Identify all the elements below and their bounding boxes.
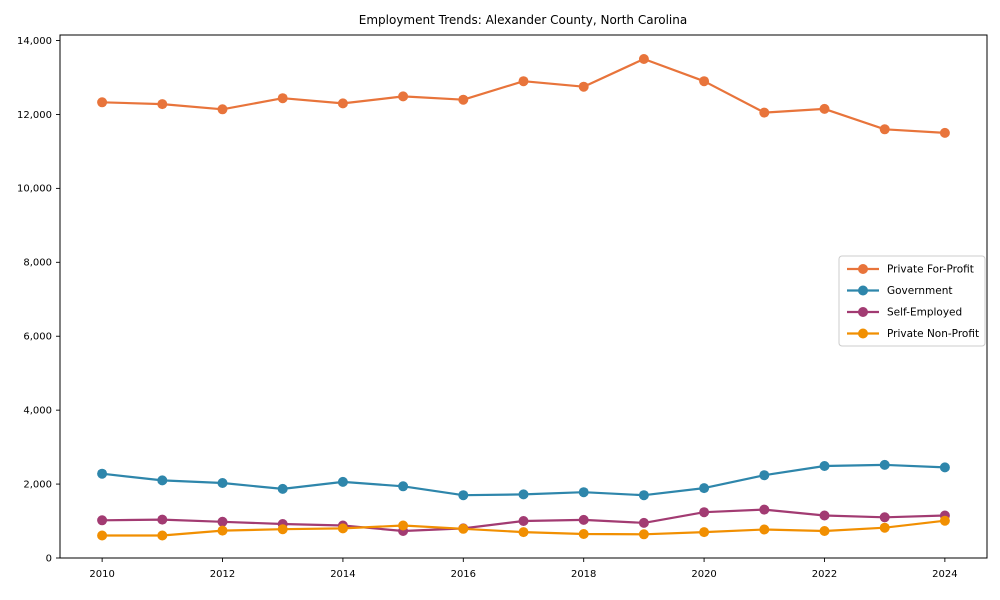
x-tick-label: 2014 — [330, 569, 355, 580]
data-point-private-non-profit-2017 — [518, 527, 529, 538]
data-point-government-2021 — [759, 470, 770, 481]
data-point-self-employed-2018 — [578, 514, 589, 525]
y-tick-label: 0 — [46, 553, 52, 564]
data-point-private-non-profit-2012 — [217, 525, 228, 536]
data-point-private-non-profit-2018 — [578, 529, 589, 539]
y-tick-label: 2,000 — [23, 479, 52, 490]
data-point-government-2012 — [217, 478, 228, 488]
x-tick-label: 2020 — [691, 569, 716, 580]
y-tick-label: 8,000 — [23, 258, 52, 269]
x-tick-label: 2016 — [451, 569, 476, 580]
data-point-private-non-profit-2019 — [638, 529, 649, 540]
legend-marker-self-employed — [858, 307, 868, 317]
data-point-private-non-profit-2020 — [699, 527, 710, 538]
data-point-self-employed-2020 — [699, 507, 710, 518]
data-point-government-2016 — [458, 490, 469, 501]
data-point-private-non-profit-2016 — [458, 523, 469, 534]
y-tick-label: 4,000 — [23, 405, 52, 416]
data-point-private-non-profit-2023 — [879, 522, 890, 533]
data-point-self-employed-2019 — [638, 517, 649, 528]
legend-label-self-employed: Self-Employed — [887, 307, 962, 319]
x-tick-label: 2010 — [89, 569, 114, 580]
data-point-private-for-profit-2014 — [337, 98, 348, 109]
chart-title: Employment Trends: Alexander County, Nor… — [359, 13, 687, 27]
data-point-private-non-profit-2021 — [759, 524, 770, 535]
legend-box — [838, 255, 986, 347]
data-point-government-2013 — [277, 483, 288, 494]
series-group — [97, 54, 950, 541]
data-point-private-non-profit-2022 — [819, 526, 830, 536]
axes: 0 2,000 4,000 6,000 8,000 10,000 12,000 14,000 2… — [17, 34, 988, 580]
y-tick-label: 14,000 — [17, 36, 52, 47]
data-point-government-2019 — [638, 490, 649, 501]
legend: Private For-Profit Government Self-Employe… — [838, 255, 986, 347]
data-point-private-non-profit-2024 — [939, 515, 950, 526]
data-point-private-for-profit-2021 — [759, 107, 770, 118]
data-point-government-2014 — [337, 476, 348, 487]
data-point-government-2015 — [398, 481, 409, 492]
data-point-self-employed-2011 — [157, 514, 168, 525]
x-tick-label: 2022 — [812, 569, 837, 580]
legend-label-private-non-profit: Private Non-Profit — [887, 328, 979, 340]
x-tick-label: 2018 — [571, 569, 596, 580]
data-point-private-for-profit-2018 — [578, 81, 589, 92]
data-point-private-for-profit-2011 — [157, 99, 168, 110]
data-point-government-2010 — [97, 468, 108, 479]
data-point-self-employed-2012 — [217, 516, 228, 527]
data-point-private-non-profit-2010 — [97, 530, 108, 541]
data-point-private-for-profit-2019 — [638, 54, 649, 64]
y-tick-label: 12,000 — [17, 110, 52, 121]
data-point-government-2023 — [879, 459, 890, 470]
x-tick-label: 2024 — [932, 569, 957, 580]
data-point-self-employed-2010 — [97, 515, 108, 526]
data-point-private-non-profit-2015 — [398, 520, 409, 531]
y-tick-label: 10,000 — [17, 184, 52, 195]
data-point-self-employed-2023 — [879, 512, 890, 523]
data-point-government-2022 — [819, 461, 830, 471]
data-point-private-non-profit-2014 — [337, 523, 348, 534]
x-tick-label: 2012 — [210, 569, 235, 580]
legend-marker-private-non-profit — [858, 328, 868, 339]
data-point-private-for-profit-2015 — [398, 91, 409, 102]
data-point-self-employed-2021 — [759, 504, 770, 515]
data-point-government-2024 — [939, 462, 950, 473]
data-point-private-non-profit-2013 — [277, 524, 288, 535]
data-point-government-2011 — [157, 475, 168, 486]
data-point-self-employed-2022 — [819, 510, 830, 521]
data-point-self-employed-2017 — [518, 516, 529, 526]
data-point-private-for-profit-2017 — [518, 76, 529, 87]
y-tick-label: 6,000 — [23, 332, 52, 343]
data-point-private-non-profit-2011 — [157, 530, 168, 541]
data-point-private-for-profit-2012 — [217, 104, 228, 115]
legend-label-private-for-profit: Private For-Profit — [887, 264, 974, 276]
legend-label-government: Government — [887, 285, 952, 297]
data-point-private-for-profit-2022 — [819, 103, 830, 114]
data-point-government-2017 — [518, 489, 529, 500]
data-point-private-for-profit-2020 — [699, 76, 710, 87]
series-line-private-for-profit — [100, 57, 947, 134]
data-point-private-for-profit-2023 — [879, 124, 890, 135]
data-point-private-for-profit-2010 — [97, 97, 108, 108]
axes-spines — [59, 34, 988, 559]
data-point-private-for-profit-2013 — [277, 93, 288, 104]
data-point-government-2018 — [578, 487, 589, 498]
legend-marker-private-for-profit — [858, 264, 868, 274]
data-point-private-for-profit-2016 — [458, 94, 469, 105]
data-point-private-for-profit-2024 — [939, 127, 950, 138]
data-point-government-2020 — [699, 483, 710, 494]
legend-marker-government — [858, 285, 868, 296]
